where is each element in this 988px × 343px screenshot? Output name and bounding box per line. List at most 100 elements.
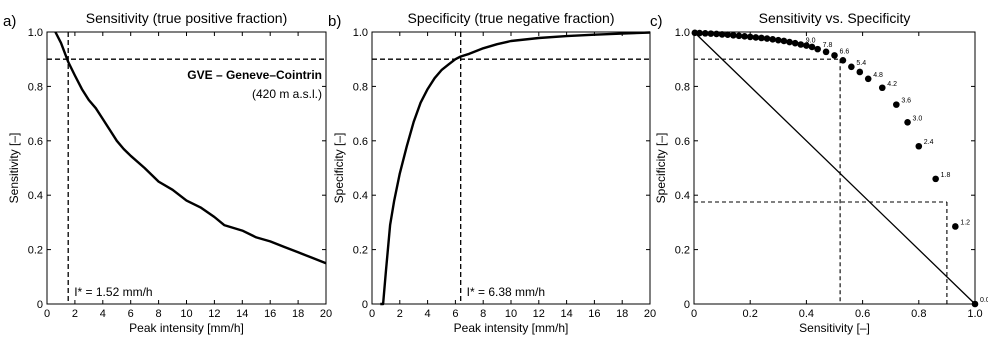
data-point: [758, 34, 765, 42]
station-altitude: (420 m a.s.l.): [252, 87, 322, 101]
x-axis-label: Sensitivity [–]: [799, 321, 870, 335]
series-line: [380, 31, 651, 306]
plot-frame: [693, 31, 976, 305]
x-tick-label: 0.8: [911, 308, 926, 320]
data-point: [878, 84, 886, 92]
x-tick-label: 1.0: [967, 308, 982, 320]
x-tick-label: 4: [100, 308, 106, 320]
data-point: [864, 75, 872, 83]
y-tick-label: 0.8: [28, 81, 43, 93]
x-tick-label: 0: [691, 308, 697, 320]
y-tick-label: 0.4: [353, 190, 368, 202]
y-tick-label: 0.6: [28, 136, 43, 148]
panel-label: b): [328, 13, 341, 30]
panel-label: a): [3, 13, 16, 30]
x-tick-label: 20: [320, 308, 332, 320]
y-axis-label: Specificity [–]: [654, 133, 668, 204]
data-point: [856, 68, 864, 76]
panel-2: b) Specificity (true negative fraction) 0 2…: [328, 10, 656, 335]
y-tick-label: 0.4: [28, 190, 43, 202]
y-tick-label: 0.4: [675, 190, 690, 202]
y-tick-label: 0: [684, 299, 690, 311]
data-point: [724, 31, 732, 39]
x-tick-label: 18: [292, 308, 304, 320]
y-tick-label: 0.2: [353, 245, 368, 257]
data-point: [780, 37, 788, 45]
point-label: 1.2: [960, 219, 970, 226]
threshold-annotation: I* = 6.38 mm/h: [467, 285, 545, 299]
data-point: [839, 56, 847, 64]
data-point: [971, 300, 979, 308]
data-point: [718, 31, 726, 38]
x-tick-label: 4: [425, 308, 431, 320]
y-tick-label: 0.8: [353, 81, 368, 93]
point-label: 0.0: [980, 297, 988, 304]
y-tick-label: 1.0: [353, 27, 368, 39]
y-tick-label: 0.2: [28, 245, 43, 257]
x-axis-label: Peak intensity [mm/h]: [129, 321, 244, 335]
x-tick-label: 14: [560, 308, 572, 320]
station-name: GVE – Geneve–Cointrin: [187, 68, 322, 82]
data-point: [797, 41, 805, 48]
x-tick-label: 6: [452, 308, 458, 320]
data-point: [808, 43, 816, 51]
data-point: [707, 30, 715, 37]
data-point: [915, 142, 923, 150]
data-point: [713, 30, 720, 38]
x-tick-label: 2: [72, 308, 78, 320]
data-point: [803, 42, 810, 49]
data-point: [735, 32, 743, 40]
x-tick-label: 0: [369, 308, 375, 320]
x-tick-label: 0.4: [799, 308, 814, 320]
y-tick-label: 0.6: [675, 136, 690, 148]
threshold-annotation: I* = 1.52 mm/h: [74, 285, 152, 299]
data-point: [741, 33, 748, 40]
diagonal-line: [693, 31, 976, 305]
point-label: 2.4: [924, 139, 934, 146]
data-point: [932, 175, 939, 183]
data-point: [752, 34, 760, 41]
x-tick-label: 16: [264, 308, 276, 320]
point-label: 4.8: [873, 72, 883, 79]
data-point: [848, 63, 855, 71]
y-tick-label: 0.8: [675, 81, 690, 93]
data-point: [791, 39, 799, 47]
x-axis-label: Peak intensity [mm/h]: [454, 321, 569, 335]
data-point: [746, 33, 754, 41]
x-tick-label: 0.2: [743, 308, 758, 320]
x-tick-label: 18: [616, 308, 628, 320]
x-tick-label: 16: [588, 308, 600, 320]
plot-frame: [371, 31, 651, 305]
y-tick-label: 0: [37, 299, 43, 311]
x-tick-label: 12: [533, 308, 545, 320]
panel-1: a) Sensitivity (true positive fraction) 0 2…: [3, 10, 332, 335]
point-label: 9.0: [806, 38, 816, 45]
data-point: [904, 119, 911, 126]
panel-label: c): [650, 13, 663, 30]
data-point: [691, 29, 699, 37]
point-label: 7.8: [823, 42, 833, 49]
data-point: [696, 29, 703, 37]
x-tick-label: 2: [397, 308, 403, 320]
data-point: [763, 35, 771, 42]
y-tick-label: 1.0: [675, 27, 690, 39]
data-point: [831, 52, 838, 59]
panel-3: c) Sensitivity vs. Specificity 0 0.2 0.4 0.6 0…: [650, 10, 988, 335]
x-tick-label: 0.6: [855, 308, 870, 320]
y-axis-label: Sensitivity [–]: [7, 133, 21, 204]
point-label: 4.2: [887, 81, 897, 88]
x-tick-label: 10: [505, 308, 517, 320]
x-tick-label: 10: [180, 308, 192, 320]
y-tick-label: 0.2: [675, 245, 690, 257]
y-tick-label: 0: [362, 299, 368, 311]
series-line: [54, 31, 327, 265]
x-tick-label: 20: [644, 308, 656, 320]
data-point: [822, 48, 830, 56]
y-axis-label: Specificity [–]: [332, 133, 346, 204]
data-point: [775, 36, 782, 44]
data-point: [730, 31, 737, 39]
data-point: [814, 45, 821, 53]
y-tick-label: 0.6: [353, 136, 368, 148]
x-tick-label: 14: [236, 308, 248, 320]
